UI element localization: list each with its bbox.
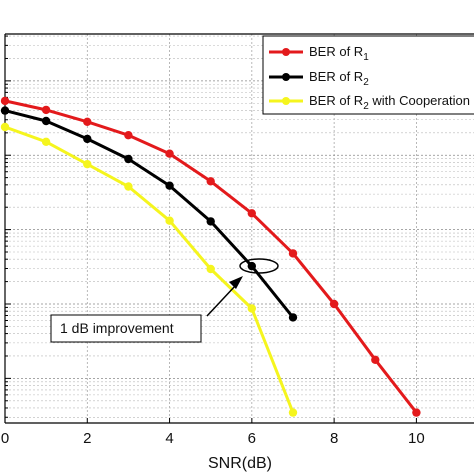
data-point-ber-r1 [247, 209, 256, 218]
data-point-ber-r2 [41, 116, 51, 126]
data-point-ber-r1 [0, 96, 10, 106]
data-point-ber-r1 [124, 131, 133, 140]
data-point-ber-r2 [0, 106, 10, 115]
data-point-ber-r2-coop [0, 122, 10, 132]
x-tick-label: 8 [330, 430, 338, 447]
data-point-ber-r1 [412, 408, 421, 417]
legend-entry-r2: BER of R2 [269, 69, 369, 88]
data-point-ber-r2 [288, 313, 298, 322]
data-point-ber-r2-coop [206, 264, 215, 274]
legend: BER of R1 BER of R2 BER of R2 with Coope… [262, 35, 474, 115]
x-tick-label: 0 [1, 430, 9, 447]
x-tick-label: 4 [165, 430, 173, 447]
legend-marker-r2-coop [282, 97, 290, 105]
improvement-arrow-line [206, 284, 237, 317]
x-tick-label: 10 [408, 430, 425, 447]
annotation-box [50, 314, 202, 343]
legend-label-r2-coop-main: BER of R [309, 93, 363, 108]
series-line-ber-r2 [4, 109, 295, 319]
data-point-ber-r1 [41, 105, 51, 115]
data-point-ber-r2-coop [165, 216, 174, 225]
data-point-ber-r2 [165, 181, 174, 190]
annotation-layer: 1 dB improvement [50, 258, 279, 343]
data-point-ber-r2 [124, 154, 133, 164]
legend-entry-r1: BER of R1 [269, 44, 369, 63]
series-line-ber-r2-coop [4, 125, 295, 414]
legend-label-r1-main: BER of R [309, 44, 363, 59]
legend-label-r1: BER of R1 [309, 44, 369, 63]
x-tick-label: 2 [83, 430, 91, 447]
legend-marker-r1 [282, 48, 290, 56]
data-point-ber-r1 [329, 299, 339, 309]
data-point-ber-r2-coop [247, 304, 256, 313]
legend-label-r2: BER of R2 [309, 69, 369, 88]
data-point-ber-r1 [371, 355, 380, 364]
legend-label-r1-sub: 1 [363, 52, 369, 63]
data-point-ber-r2 [83, 134, 92, 144]
x-tick-label: 6 [248, 430, 256, 447]
legend-label-r2-coop: BER of R2 with Cooperation [309, 93, 470, 112]
data-point-ber-r1 [288, 249, 298, 258]
legend-label-r2-sub: 2 [363, 77, 369, 88]
data-point-ber-r2 [206, 217, 215, 226]
data-point-ber-r2-coop [288, 408, 298, 417]
improvement-ellipse [239, 258, 279, 274]
legend-label-r2-coop-sub: 2 [363, 101, 369, 112]
data-point-ber-r1 [206, 177, 215, 186]
annotation-text: 1 dB improvement [60, 320, 174, 336]
data-point-ber-r2 [247, 261, 256, 271]
legend-label-r2-coop-suffix: with Cooperation [369, 93, 470, 108]
data-point-ber-r2-coop [41, 137, 51, 146]
series-layer [0, 96, 421, 417]
data-point-ber-r2-coop [124, 182, 133, 191]
legend-entry-r2-coop: BER of R2 with Cooperation [269, 93, 470, 112]
x-axis-label: SNR(dB) [208, 455, 272, 472]
legend-marker-r2 [282, 73, 290, 81]
tick-layer: 0 2 4 6 8 10 [1, 35, 425, 447]
legend-label-r2-main: BER of R [309, 69, 363, 84]
data-point-ber-r1 [83, 117, 92, 127]
improvement-arrowhead [229, 276, 243, 289]
data-point-ber-r2-coop [83, 160, 92, 169]
data-point-ber-r1 [165, 149, 174, 158]
